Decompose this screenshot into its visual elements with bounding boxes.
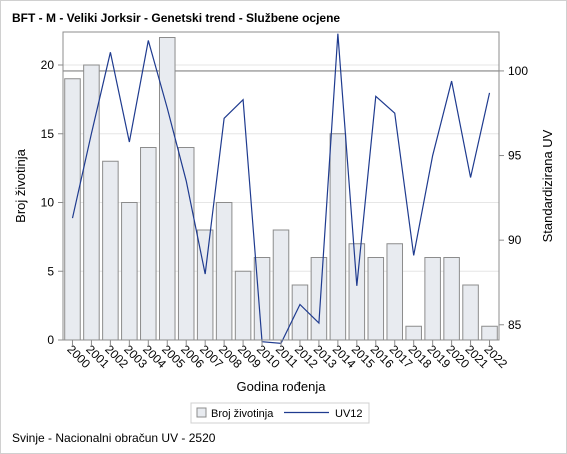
bar xyxy=(234,270,252,341)
bar xyxy=(177,147,195,341)
bar xyxy=(329,133,347,341)
bar xyxy=(386,243,404,341)
bar xyxy=(291,284,309,341)
y-left-tick-label: 20 xyxy=(41,58,55,72)
bar xyxy=(405,325,422,341)
legend-label-bars: Broj životinja xyxy=(211,408,274,420)
bar xyxy=(121,202,138,341)
y-left-tick-label: 5 xyxy=(47,264,54,278)
bar xyxy=(272,229,290,341)
y-right-tick-label: 95 xyxy=(508,149,522,163)
y-right-tick-label: 90 xyxy=(508,233,522,247)
y-left-tick-label: 0 xyxy=(47,333,54,347)
legend-label-line: UV12 xyxy=(335,408,363,420)
y-right-tick-label: 85 xyxy=(508,318,522,332)
bar xyxy=(158,37,176,341)
y-left-tick-label: 10 xyxy=(41,196,55,210)
bar xyxy=(348,243,366,341)
bar xyxy=(140,147,157,341)
bar xyxy=(83,64,100,341)
chart-title: BFT - M - Veliki Jorksir - Genetski tren… xyxy=(12,11,341,25)
x-axis-title: Godina rođenja xyxy=(237,379,327,394)
y-left-axis-title: Broj životinja xyxy=(13,148,28,222)
legend-box xyxy=(190,402,370,424)
bar xyxy=(481,325,498,341)
bar xyxy=(424,257,441,341)
y-right-axis-title: Standardizirana UV xyxy=(540,129,555,242)
bar xyxy=(215,202,233,341)
legend: Broj životinja UV12 xyxy=(190,402,370,424)
y-left-tick-label: 15 xyxy=(41,127,55,141)
bar xyxy=(102,160,119,341)
y-right-tick-label: 100 xyxy=(508,64,528,78)
bar xyxy=(64,78,81,341)
bar xyxy=(367,257,385,341)
legend-swatch-bars xyxy=(196,407,207,418)
footnote: Svinje - Nacionalni obračun UV - 2520 xyxy=(12,431,216,445)
bar xyxy=(462,284,479,341)
bar xyxy=(443,257,460,341)
bar xyxy=(310,257,328,341)
